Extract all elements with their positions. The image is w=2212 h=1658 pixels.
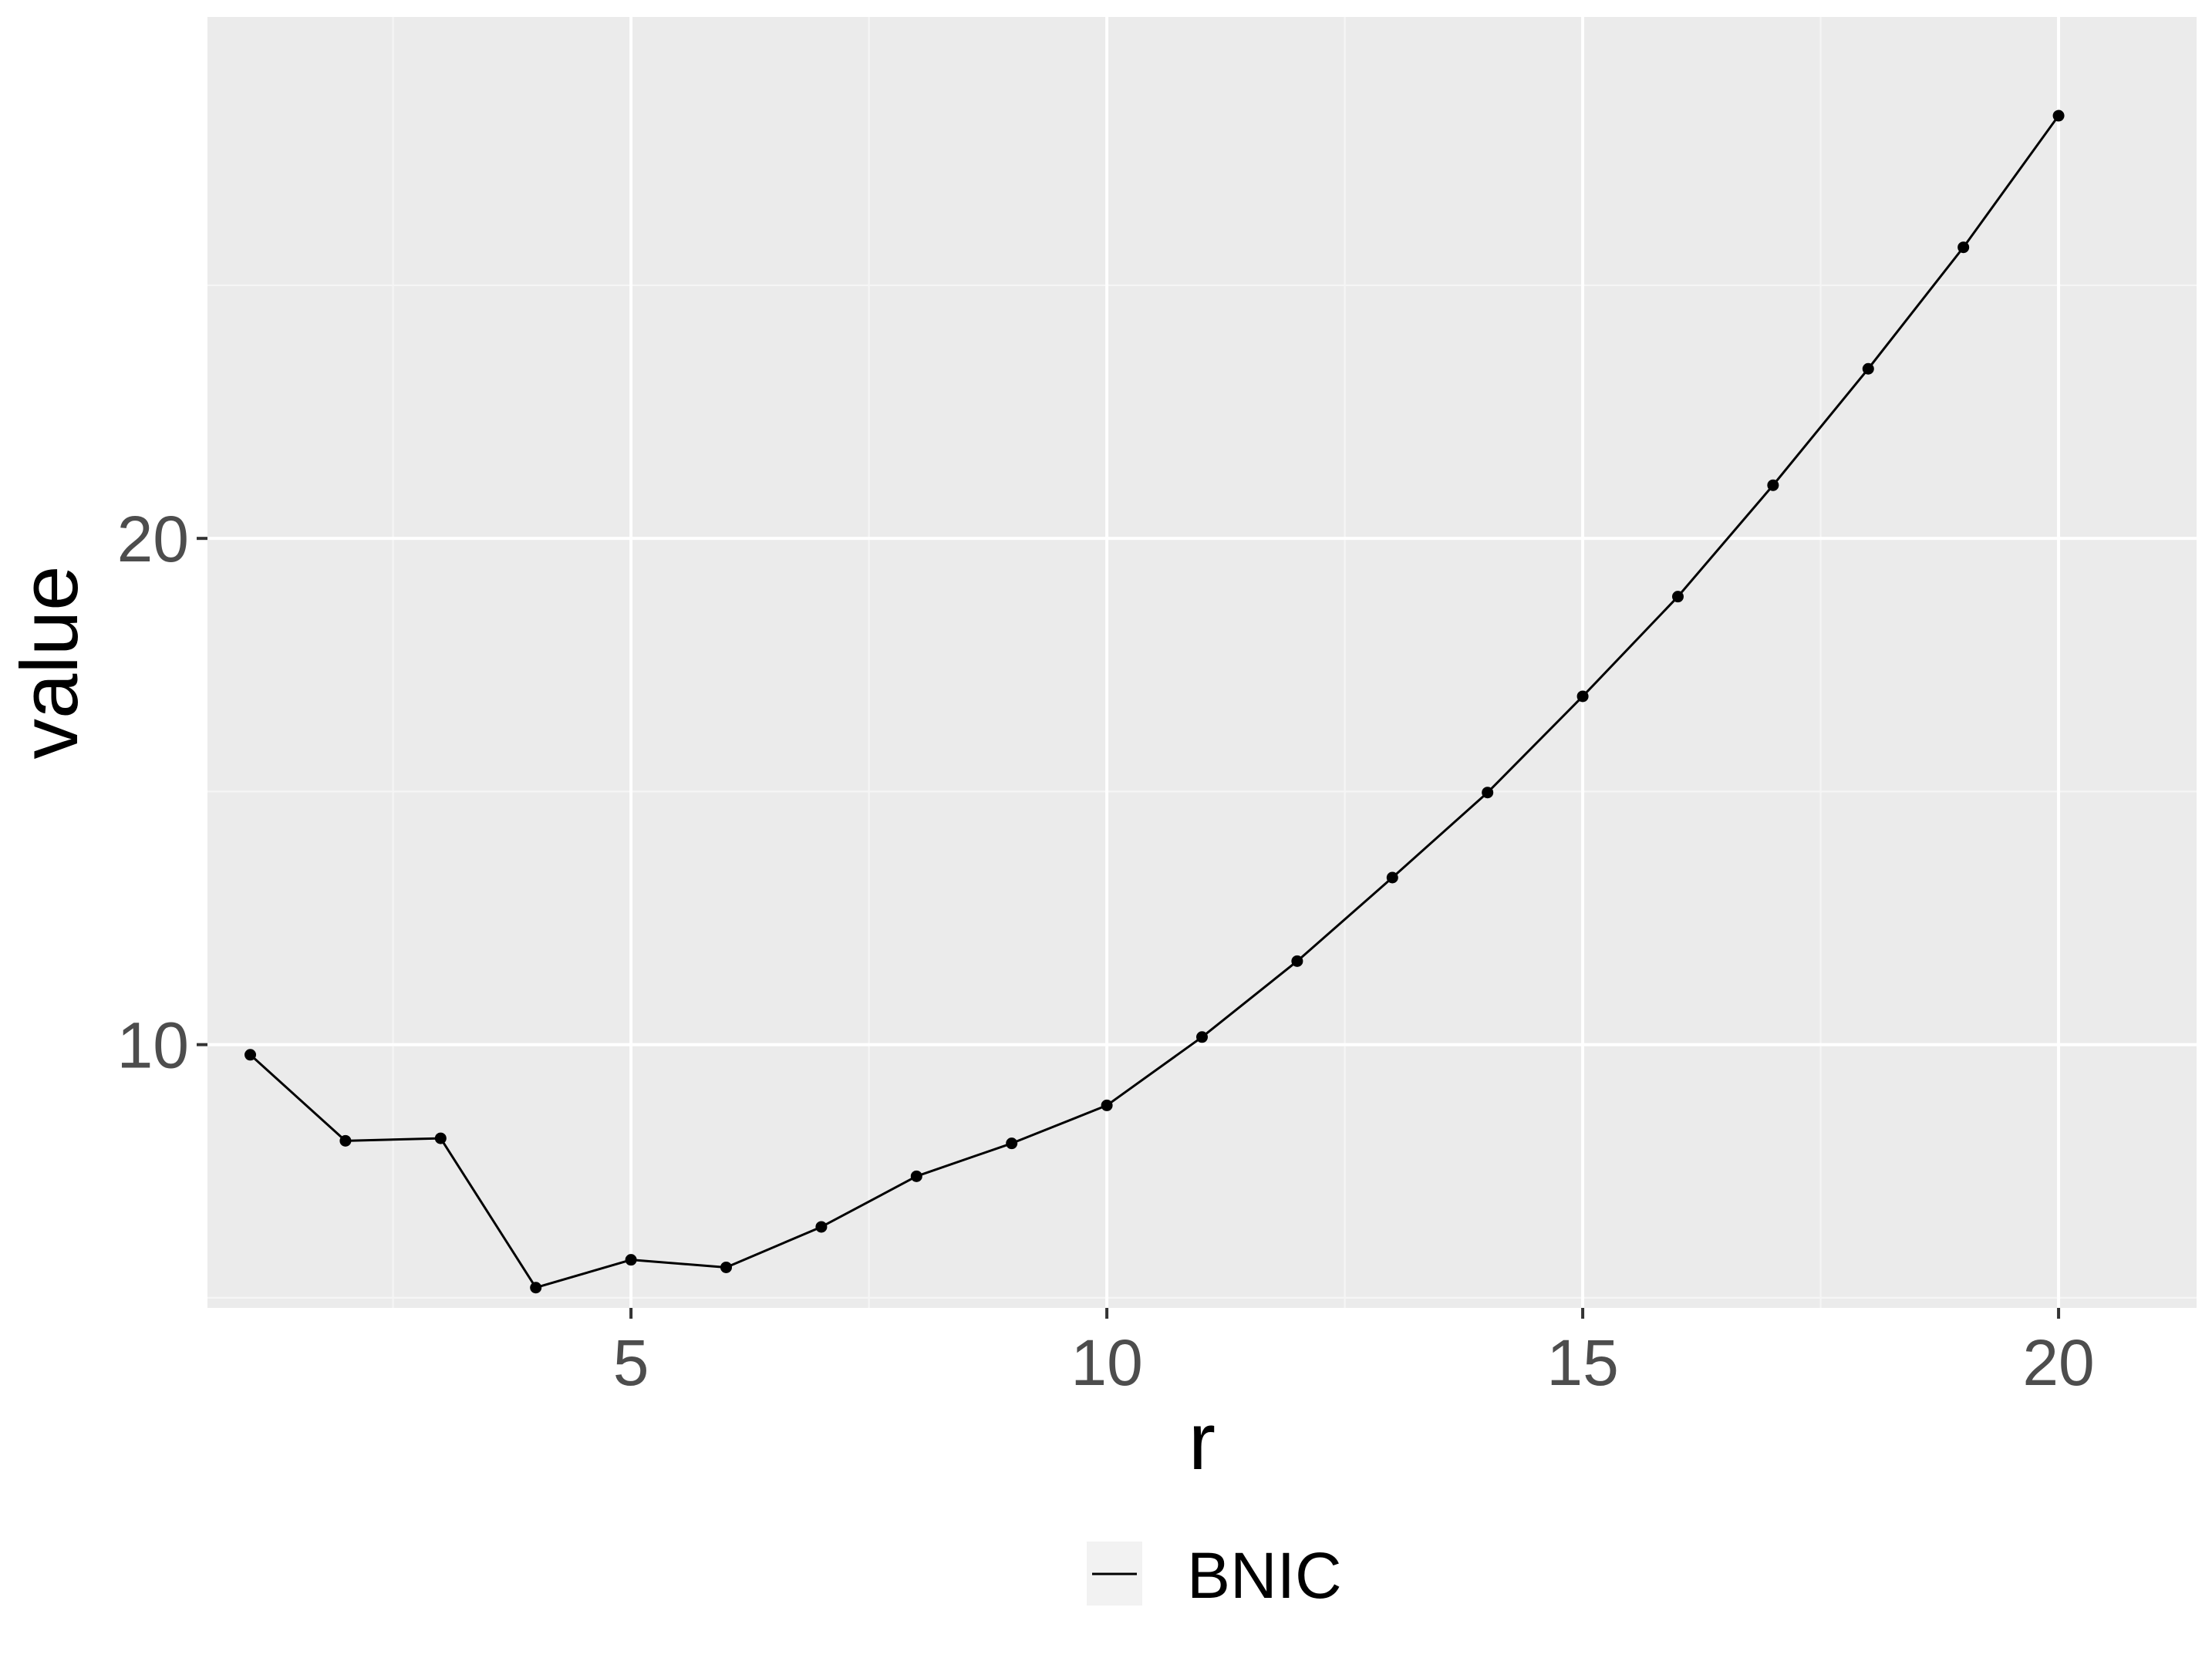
data-point xyxy=(1671,591,1684,603)
data-point xyxy=(1196,1031,1208,1043)
series-layer xyxy=(244,110,2065,1294)
y-axis-title: value xyxy=(5,565,95,759)
y-axis-ticks: 10 20 xyxy=(117,503,207,1082)
major-gridlines xyxy=(207,17,2197,1308)
data-point xyxy=(1957,241,1970,254)
minor-gridlines xyxy=(207,17,2197,1308)
data-point xyxy=(2052,110,2065,122)
x-axis-ticks: 5 10 15 20 xyxy=(613,1308,2095,1399)
x-tick-label: 15 xyxy=(1546,1326,1618,1399)
data-point xyxy=(1291,955,1303,967)
data-point xyxy=(244,1049,257,1061)
data-point xyxy=(1862,362,1874,375)
data-point xyxy=(434,1132,447,1144)
y-tick-label: 10 xyxy=(117,1009,189,1082)
data-point xyxy=(530,1282,542,1294)
data-point xyxy=(1482,787,1494,799)
x-tick-label: 20 xyxy=(2022,1326,2094,1399)
y-tick-label: 20 xyxy=(117,503,189,575)
data-point xyxy=(1767,479,1779,491)
data-point xyxy=(720,1261,733,1273)
data-point xyxy=(910,1170,922,1182)
data-point xyxy=(1386,871,1398,884)
plot-panel xyxy=(207,17,2197,1308)
x-tick-label: 5 xyxy=(613,1326,649,1399)
data-point xyxy=(625,1254,637,1266)
legend: BNIC xyxy=(1087,1539,1342,1612)
series-line-bnic xyxy=(249,115,2060,1289)
x-tick-label: 10 xyxy=(1071,1326,1142,1399)
data-point xyxy=(815,1221,828,1233)
data-point xyxy=(339,1134,352,1147)
data-point xyxy=(1576,690,1589,703)
legend-label-bnic: BNIC xyxy=(1187,1539,1342,1612)
data-point xyxy=(1006,1137,1018,1150)
data-point xyxy=(1101,1099,1113,1111)
x-axis-title: r xyxy=(1189,1397,1216,1487)
